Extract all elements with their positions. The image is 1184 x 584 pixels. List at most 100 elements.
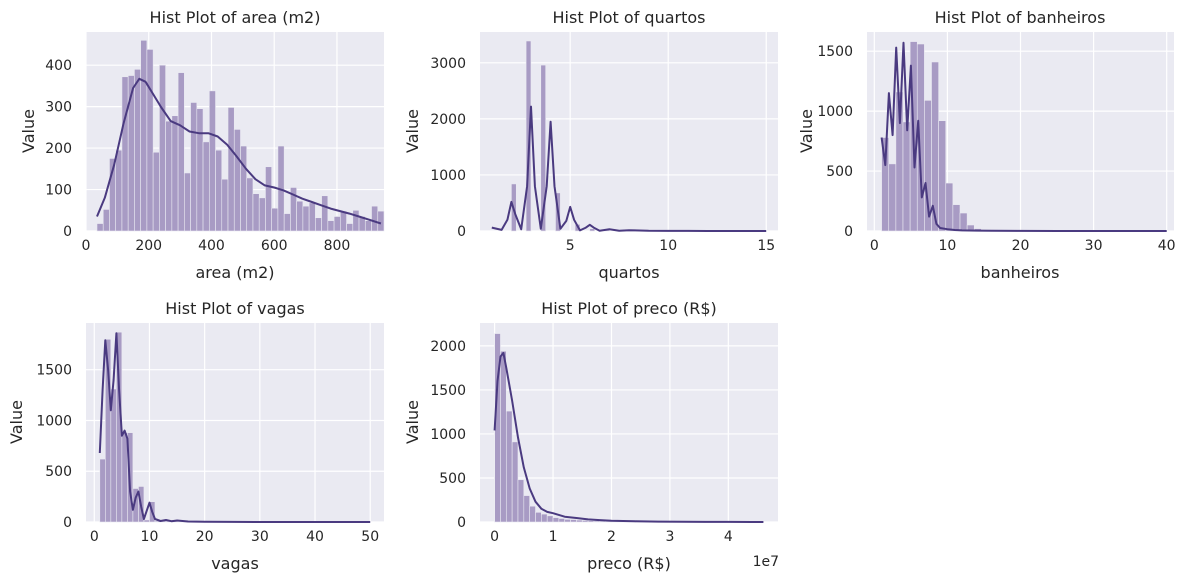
x-axis-label: banheiros: [981, 263, 1060, 282]
panel-preco: 0 1 2 3 4 0 500 1000 1500 2000 Hist Plot of prec…: [403, 299, 779, 573]
histogram-bar: [945, 182, 954, 232]
panel-area: 0 200 400 600 800 0 100 200 300 400 Hist Plot of…: [19, 8, 385, 282]
histogram-bar: [240, 145, 248, 232]
histogram-bar: [208, 90, 216, 232]
x-tick-label: 50: [361, 529, 379, 545]
y-tick-label: 0: [457, 224, 466, 240]
histogram-bar: [121, 76, 129, 232]
y-tick-label: 0: [457, 515, 466, 531]
histogram-bar: [296, 200, 304, 232]
x-tick-label: 30: [251, 529, 269, 545]
x-tick-label: 30: [1085, 238, 1103, 254]
x-tick-label: 20: [196, 529, 214, 545]
histogram-bar: [221, 178, 229, 232]
kde-curve: [96, 77, 382, 225]
axes-background: [480, 323, 778, 522]
histogram-bar: [258, 197, 266, 232]
histogram-bar: [581, 520, 589, 523]
chart-title: Hist Plot of area (m2): [150, 8, 321, 27]
x-tick-labels: 0 1 2 3 4: [490, 529, 733, 545]
x-tick-label: 0: [82, 238, 91, 254]
histogram-bar: [302, 205, 310, 232]
histogram-bar: [333, 216, 341, 232]
y-axis-label: Value: [403, 400, 422, 444]
grid-lines: [86, 323, 384, 523]
y-tick-label: 2000: [430, 112, 466, 128]
x-tick-label: 40: [306, 529, 324, 545]
y-tick-labels: 0 500 1000 1500: [36, 363, 72, 531]
histogram-bar: [196, 108, 204, 232]
histogram-bars: [96, 39, 385, 232]
y-axis-label: Value: [797, 109, 816, 153]
histogram-bar: [587, 520, 595, 523]
histogram-bar: [938, 120, 947, 232]
y-tick-label: 500: [45, 464, 72, 480]
x-tick-label: 10: [659, 238, 677, 254]
histogram-bar: [529, 505, 536, 523]
histogram-bar: [227, 107, 235, 232]
histogram-bar: [377, 210, 385, 232]
histogram-bar: [535, 512, 542, 523]
x-tick-labels: 0 10 20 30 40 50: [90, 529, 379, 545]
x-axis-label: preco (R$): [587, 554, 671, 573]
x-tick-label: 800: [324, 238, 351, 254]
y-tick-label: 100: [45, 183, 72, 199]
histogram-bar: [505, 410, 513, 523]
histogram-bar: [177, 72, 185, 232]
chart-title: Hist Plot of preco (R$): [541, 299, 717, 318]
kde-curve: [493, 351, 764, 523]
histogram-bar: [246, 177, 254, 232]
histogram-bar: [171, 115, 179, 232]
histogram-bar: [902, 121, 911, 232]
panel-quartos: 5 10 15 0 1000 2000 3000 Hist Plot of quartos…: [403, 8, 778, 282]
x-tick-label: 40: [1158, 238, 1176, 254]
y-tick-label: 1000: [36, 413, 72, 429]
histogram-bar: [115, 149, 123, 232]
x-tick-label: 0: [870, 238, 879, 254]
x-tick-label: 10: [141, 529, 159, 545]
y-tick-label: 300: [45, 100, 72, 116]
histogram-bar: [352, 209, 360, 232]
histogram-bar: [165, 120, 173, 232]
histogram-bar: [541, 513, 548, 523]
y-tick-label: 2000: [430, 339, 466, 355]
x-tick-label: 3: [665, 529, 674, 545]
histogram-bar: [159, 64, 166, 232]
histogram-bar: [576, 519, 583, 523]
histogram-bar: [271, 207, 279, 232]
histogram-bar: [517, 479, 525, 523]
y-tick-label: 1000: [430, 427, 466, 443]
histogram-bar: [371, 205, 379, 232]
histogram-bar: [283, 213, 291, 232]
histogram-bar: [552, 517, 560, 523]
y-tick-labels: 0 500 1000 1500: [817, 44, 853, 240]
y-tick-label: 0: [63, 515, 72, 531]
histogram-bar: [340, 210, 347, 232]
x-tick-labels: 5 10 15: [566, 238, 775, 254]
panel-vagas: 0 10 20 30 40 50 0 500 1000 1500 Hist Plot of va…: [7, 299, 384, 573]
y-tick-labels: 0 1000 2000 3000: [430, 56, 466, 240]
y-tick-label: 1000: [817, 104, 853, 120]
x-tick-labels: 0 200 400 600 800: [82, 238, 351, 254]
y-tick-label: 500: [439, 471, 466, 487]
histogram-bar: [511, 441, 519, 523]
histogram-bar: [215, 149, 223, 232]
histogram-bar: [233, 129, 241, 232]
histogram-bar: [99, 458, 106, 523]
x-tick-label: 0: [490, 529, 499, 545]
histogram-bar: [959, 212, 968, 232]
x-tick-labels: 0 10 20 30 40: [870, 238, 1176, 254]
kde-curve: [98, 332, 371, 523]
histogram-bars: [881, 41, 1167, 232]
x-tick-label: 5: [566, 238, 575, 254]
histogram-bar: [146, 49, 154, 232]
histogram-bar: [134, 69, 141, 232]
y-tick-label: 500: [826, 164, 853, 180]
histogram-bar: [364, 220, 372, 232]
y-tick-label: 200: [45, 141, 72, 157]
histogram-bar: [589, 228, 595, 232]
histogram-bar: [102, 209, 110, 232]
x-tick-label: 1: [549, 529, 558, 545]
chart-title: Hist Plot of banheiros: [935, 8, 1106, 27]
